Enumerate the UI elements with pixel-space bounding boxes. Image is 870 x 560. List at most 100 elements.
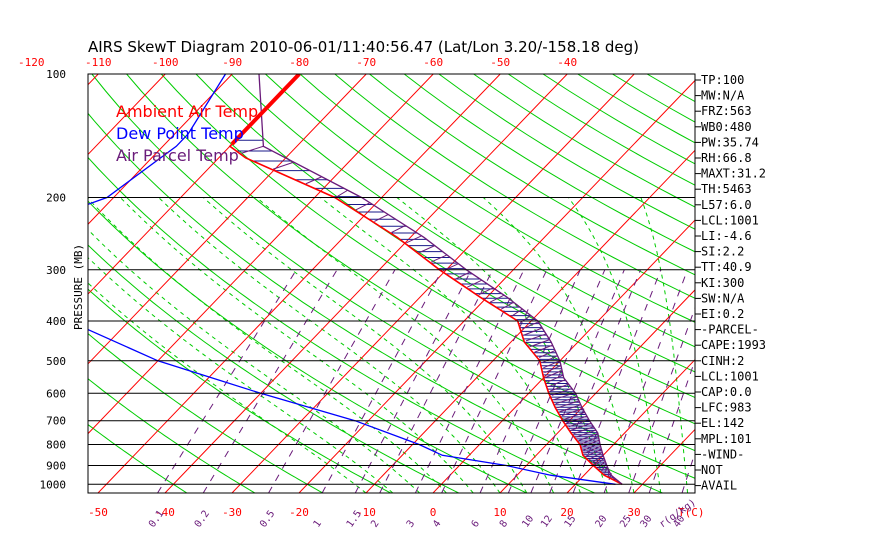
isotherm: [0, 74, 31, 493]
index-label: EL:142: [701, 416, 744, 430]
cape-hatch-diagonal: [355, 202, 371, 211]
dry-adiabat: [438, 74, 695, 230]
top-temp-tick-label: -80: [289, 56, 309, 69]
cape-hatch-diagonal: [584, 445, 601, 454]
cape-hatch-diagonal: [555, 396, 578, 405]
cape-hatch-diagonal: [521, 321, 539, 330]
top-temp-tick-label: -40: [557, 56, 577, 69]
plot-area: [0, 74, 870, 493]
cape-hatch-diagonal: [406, 235, 422, 244]
cape-hatch-diagonal: [431, 254, 448, 263]
bottom-temp-tick-label: 0: [430, 506, 437, 519]
cape-hatch-diagonal: [604, 466, 608, 474]
index-label: MPL:101: [701, 432, 752, 446]
series-line-dew-point-temp: [88, 74, 616, 485]
cape-hatch-diagonal: [570, 422, 592, 431]
series-line-ambient-air-temp: [228, 74, 623, 486]
mixing-ratio-tick-label: 8: [498, 518, 510, 529]
cape-hatch-diagonal: [544, 365, 562, 374]
mixing-ratio-line: [354, 269, 472, 493]
index-label: TH:5463: [701, 182, 752, 196]
isotherm: [835, 74, 870, 493]
index-label: RH:66.8: [701, 151, 752, 165]
moist-adiabat: [568, 197, 662, 493]
mixing-ratio-tick-label: 3: [405, 518, 417, 529]
isotherm: [164, 74, 568, 493]
cape-hatch-diagonal: [578, 433, 599, 441]
index-label: WB0:480: [701, 120, 752, 134]
isotherm: [231, 74, 635, 493]
top-temp-tick-label: -60: [423, 56, 443, 69]
mixing-ratio-tick-label: 4: [431, 518, 443, 529]
bottom-temp-tick-label: -50: [88, 506, 108, 519]
top-temp-tick-label: -100: [152, 56, 179, 69]
moist-adiabat: [88, 228, 420, 493]
cape-hatch-diagonal: [467, 279, 482, 288]
top-temp-tick-label: -50: [490, 56, 510, 69]
isotherm: [88, 74, 367, 365]
cape-hatch-diagonal: [489, 294, 505, 303]
cape-hatch-diagonal: [548, 379, 566, 388]
bottom-temp-tick-label: 10: [493, 506, 506, 519]
isotherm: [88, 74, 434, 435]
cape-hatch-diagonal: [553, 392, 576, 401]
cape-hatch-diagonal: [455, 271, 471, 280]
cape-hatch-diagonal: [478, 287, 494, 296]
mixing-ratio-line: [157, 269, 297, 493]
cape-hatch-diagonal: [511, 308, 523, 317]
y-tick-label: 800: [46, 439, 66, 452]
index-label: TT:40.9: [701, 260, 752, 274]
cape-hatch-diagonal: [538, 350, 556, 358]
moist-adiabat: [482, 197, 635, 493]
isotherm: [365, 149, 695, 493]
cape-hatch-diagonal: [563, 411, 585, 420]
cape-hatch-diagonal: [559, 404, 581, 413]
cape-hatch-diagonal: [549, 383, 569, 392]
chart-title: AIRS SkewT Diagram 2010-06-01/11:40:56.4…: [88, 38, 639, 56]
y-tick-label: 700: [46, 415, 66, 428]
moist-adiabat: [202, 197, 528, 493]
index-label: -WIND-: [701, 447, 744, 461]
bottom-temp-tick-label: -10: [356, 506, 376, 519]
top-temp-tick-label: -90: [222, 56, 242, 69]
cape-hatch-diagonal: [525, 333, 547, 342]
mixing-ratio-tick-label: 0.5: [258, 509, 277, 530]
dry-adiabat: [334, 74, 695, 299]
dry-adiabat: [195, 74, 695, 399]
y-tick-label: 600: [46, 387, 66, 400]
index-label: LFC:983: [701, 401, 752, 415]
bottom-temp-tick-label: -20: [289, 506, 309, 519]
cape-hatch-diagonal: [591, 454, 604, 463]
index-label: CINH:2: [701, 354, 744, 368]
cape-hatch-diagonal: [305, 176, 322, 185]
dry-adiabat: [88, 423, 188, 493]
cape-hatch-diagonal: [335, 189, 348, 198]
cape-hatch-diagonal: [542, 355, 558, 364]
index-label: CAP:0.0: [701, 385, 752, 399]
cape-hatch-diagonal: [561, 408, 583, 417]
moist-adiabat: [158, 197, 501, 493]
bottom-temp-tick-label: -30: [222, 506, 242, 519]
dry-adiabat: [88, 156, 595, 493]
cape-hatch-diagonal: [581, 436, 599, 445]
dry-adiabat: [160, 74, 695, 425]
index-label: FRZ:563: [701, 104, 752, 118]
isotherm: [97, 74, 501, 493]
moist-adiabat: [256, 197, 555, 493]
cape-hatch-diagonal: [588, 451, 603, 460]
cape-hatch-diagonal: [594, 457, 605, 466]
mixing-ratio-line: [321, 269, 443, 493]
cape-hatch-diagonal: [557, 400, 580, 409]
dry-adiabat: [265, 74, 695, 348]
y-tick-label: 400: [46, 315, 66, 328]
tropopause-marker: [230, 74, 301, 146]
dry-adiabat: [508, 74, 695, 186]
mixing-ratio-line: [603, 269, 688, 493]
dry-adiabat: [299, 74, 695, 323]
mixing-ratio-line: [479, 269, 581, 493]
top-temp-tick-label: -110: [85, 56, 112, 69]
cape-hatch-diagonal: [573, 426, 594, 435]
cape-hatch-diagonal: [546, 374, 564, 383]
mixing-ratio-tick-label: 20: [594, 514, 610, 530]
